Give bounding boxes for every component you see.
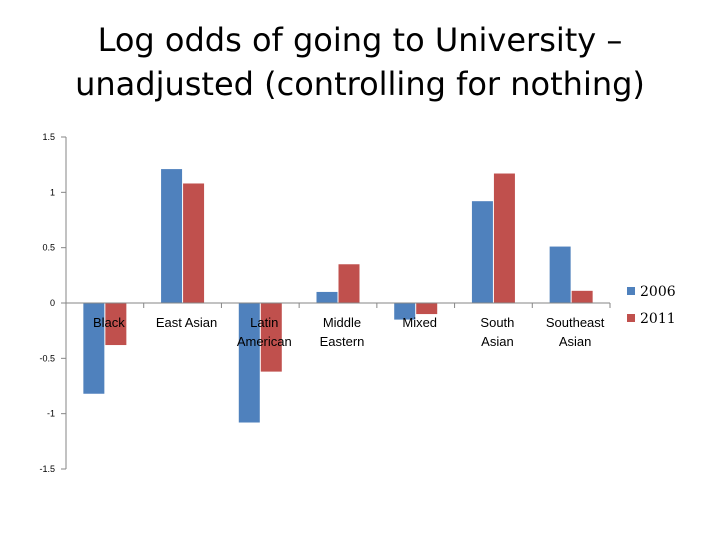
legend-swatch-2011 <box>627 314 635 322</box>
y-tick-label: -0.5 <box>39 353 55 363</box>
category-label: Latin <box>250 315 278 330</box>
chart-title: Log odds of going to University – unadju… <box>0 18 720 106</box>
y-tick-label: 1 <box>50 187 55 197</box>
category-label: South <box>480 315 514 330</box>
bar-2011-5 <box>493 173 515 303</box>
bar-2011-1 <box>183 183 205 303</box>
category-label: American <box>237 334 292 349</box>
category-label: Mixed <box>402 315 437 330</box>
bar-2011-0 <box>105 303 127 346</box>
category-label: Asian <box>559 334 592 349</box>
category-label: East Asian <box>156 315 217 330</box>
category-label: Black <box>93 315 125 330</box>
y-tick-label: 1.5 <box>42 132 55 142</box>
bar-2006-1 <box>161 169 183 303</box>
legend-swatch-2006 <box>627 287 635 295</box>
bar-2006-4 <box>394 303 416 320</box>
chart-title-line-1: Log odds of going to University – <box>97 21 623 59</box>
legend-label-2011: 2011 <box>640 311 676 327</box>
bar-2011-2 <box>260 303 282 372</box>
y-tick-label: -1.5 <box>39 464 55 474</box>
bar-2006-5 <box>471 201 493 303</box>
category-label: Middle <box>323 315 361 330</box>
category-label: Eastern <box>320 334 365 349</box>
bar-2006-6 <box>549 246 571 303</box>
bar-2006-2 <box>238 303 260 423</box>
bar-2006-3 <box>316 291 338 303</box>
y-tick-label: 0.5 <box>42 243 55 253</box>
y-tick-label: -1 <box>47 409 55 419</box>
bar-2011-4 <box>416 303 438 315</box>
legend-label-2006: 2006 <box>640 284 676 300</box>
bar-2011-6 <box>571 290 593 303</box>
bar-2011-3 <box>338 264 360 303</box>
chart-title-line-2: unadjusted (controlling for nothing) <box>75 65 645 103</box>
category-label: Southeast <box>546 315 605 330</box>
category-label: Asian <box>481 334 514 349</box>
y-tick-label: 0 <box>50 298 55 308</box>
bar-2006-0 <box>83 303 105 394</box>
